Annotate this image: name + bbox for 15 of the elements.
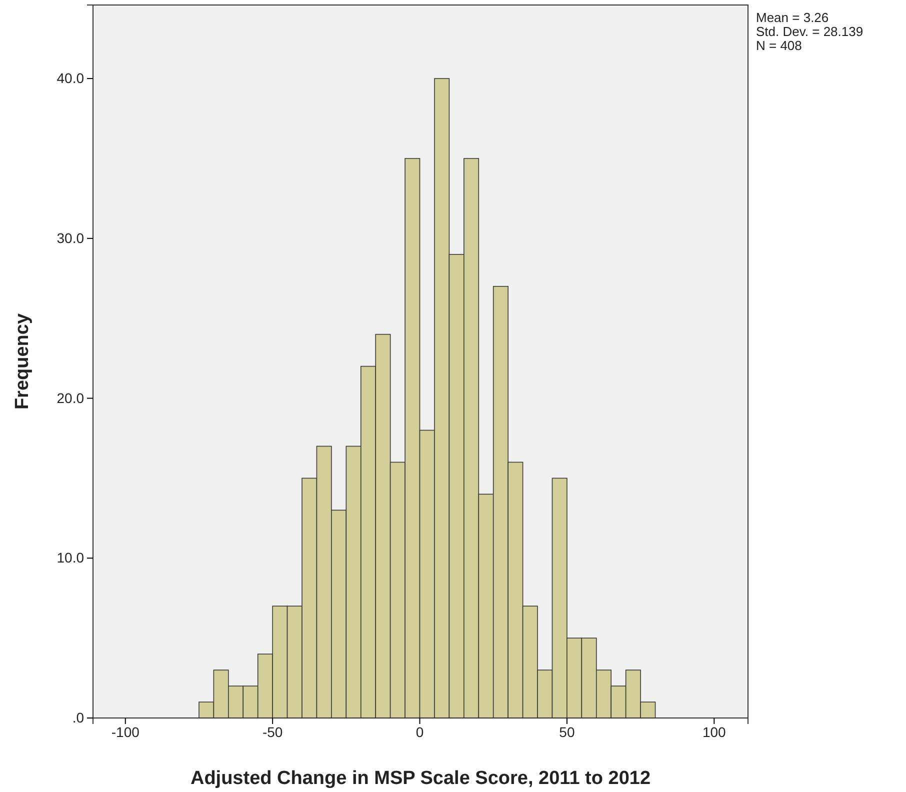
y-tick-label: 20.0 [56,390,84,406]
x-tick-label: 0 [416,724,424,740]
x-axis-title: Adjusted Change in MSP Scale Score, 2011 to 2012 [190,768,651,789]
y-tick-label: .0 [72,709,84,726]
x-tick-label: 100 [702,724,726,740]
y-tick-label: 40.0 [56,70,84,86]
y-axis-title: Frequency [12,313,33,410]
x-tick-label: 50 [559,724,575,740]
text: Mean = 3.26 [756,10,829,25]
y-tick-label: 10.0 [56,550,84,566]
x-tick-label: -100 [111,724,140,740]
text: N = 408 [756,38,802,53]
y-tick-label: 30.0 [56,230,84,246]
x-tick-label: -50 [262,724,283,740]
text: Std. Dev. = 28.139 [756,24,864,39]
